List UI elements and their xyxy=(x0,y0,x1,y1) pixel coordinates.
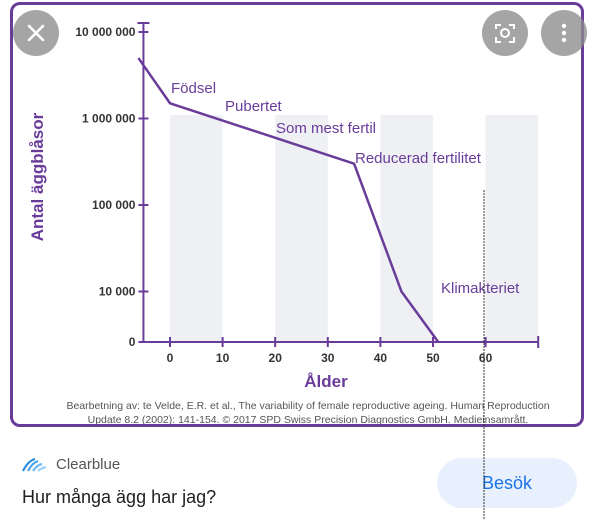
source-row[interactable]: Clearblue xyxy=(22,456,120,473)
x-tick-label: 50 xyxy=(426,351,440,365)
lens-icon xyxy=(495,24,515,43)
annotation-label: Födsel xyxy=(171,80,216,97)
visit-button[interactable]: Besök xyxy=(437,458,577,508)
annotation-label: Klimakteriet xyxy=(441,280,520,297)
x-tick-label: 40 xyxy=(374,351,388,365)
lens-button[interactable] xyxy=(482,10,528,56)
y-tick-label: 0 xyxy=(129,335,136,349)
result-title[interactable]: Hur många ägg har jag? xyxy=(22,487,217,507)
follicle-chart: 10 000 000 1 000 000 100 000 10 000 0 0 10 20 30… xyxy=(28,22,540,391)
annotation-label: Reducerad fertilitet xyxy=(355,150,482,167)
y-tick-label: 10 000 000 xyxy=(75,25,135,39)
annotation-label: Som mest fertil xyxy=(276,120,376,137)
close-button[interactable] xyxy=(13,10,59,56)
x-tick-label: 20 xyxy=(269,351,283,365)
credit-line-2: Update 8.2 (2002): 141-154. © 2017 SPD S… xyxy=(87,414,529,426)
x-tick-label: 30 xyxy=(321,351,335,365)
source-name: Clearblue xyxy=(56,456,121,473)
annotation-label: Pubertet xyxy=(225,98,283,115)
x-axis-label: Ålder xyxy=(304,372,348,391)
more-options-button[interactable] xyxy=(541,10,587,56)
y-tick-label: 10 000 xyxy=(99,285,136,299)
more-vert-icon xyxy=(561,23,567,43)
x-tick-label: 10 xyxy=(216,351,230,365)
age-band xyxy=(485,115,539,342)
y-tick-label: 1 000 000 xyxy=(82,112,136,126)
credit-line-1: Bearbetning av: te Velde, E.R. et al., T… xyxy=(66,400,550,412)
image-frame[interactable]: 10 000 000 1 000 000 100 000 10 000 0 0 10 20 30… xyxy=(10,2,584,427)
x-tick-label: 0 xyxy=(167,351,174,365)
age-band xyxy=(170,115,223,342)
age-band xyxy=(275,115,328,342)
series-line xyxy=(137,57,440,343)
clearblue-logo-icon xyxy=(22,457,47,472)
cursor-line xyxy=(483,190,485,520)
y-tick-label: 100 000 xyxy=(92,198,136,212)
close-icon xyxy=(27,24,45,42)
x-tick-label: 60 xyxy=(479,351,493,365)
age-band xyxy=(380,115,433,342)
y-axis-label: Antal äggblåsor xyxy=(28,112,47,241)
